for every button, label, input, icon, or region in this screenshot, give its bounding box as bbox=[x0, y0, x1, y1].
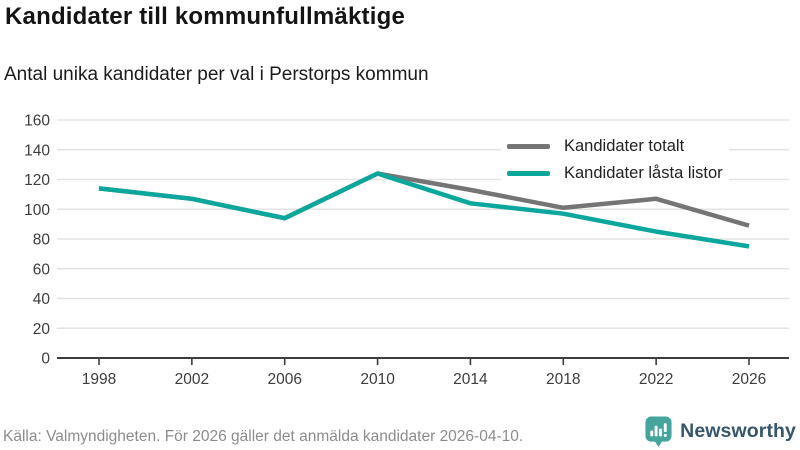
x-tick-label: 2002 bbox=[175, 371, 209, 388]
chart-subtitle: Antal unika kandidater per val i Perstor… bbox=[4, 64, 429, 85]
y-tick-label: 20 bbox=[33, 321, 51, 338]
x-tick-label: 2010 bbox=[360, 371, 395, 388]
newsworthy-bubble-chart-icon bbox=[645, 416, 672, 447]
x-tick-label: 1998 bbox=[82, 371, 116, 388]
line-chart-plot: 0 20 40 60 80 100 120 140 160 1998 2002 2006 2010 201… bbox=[24, 113, 789, 388]
y-tick-label: 100 bbox=[24, 202, 50, 219]
x-tick-label: 2006 bbox=[267, 371, 301, 388]
y-tick-label: 140 bbox=[24, 142, 50, 159]
legend-line-total-icon bbox=[507, 144, 550, 149]
y-tick-label: 160 bbox=[24, 113, 50, 130]
x-tick-label: 2018 bbox=[546, 371, 580, 388]
chart-legend: Kandidater totalt Kandidater låsta listo… bbox=[501, 132, 729, 189]
legend-label-locked: Kandidater låsta listor bbox=[564, 164, 723, 182]
y-tick-label: 120 bbox=[24, 172, 50, 189]
y-tick-label: 80 bbox=[33, 232, 51, 249]
series-line-1 bbox=[98, 171, 750, 249]
newsworthy-logo: Newsworthy bbox=[644, 414, 796, 448]
chart-title: Kandidater till kommunfullmäktige bbox=[5, 3, 405, 30]
legend-line-locked-icon bbox=[507, 171, 550, 176]
legend-label-total: Kandidater totalt bbox=[564, 137, 685, 155]
legend-item-locked: Kandidater låsta listor bbox=[507, 160, 723, 187]
legend-item-total: Kandidater totalt bbox=[507, 133, 723, 160]
y-tick-label: 60 bbox=[33, 261, 51, 278]
y-tick-label: 40 bbox=[33, 291, 51, 308]
x-tick-label: 2026 bbox=[732, 371, 766, 388]
y-tick-label: 0 bbox=[41, 351, 50, 368]
x-tick-label: 2022 bbox=[639, 371, 673, 388]
source-note: Källa: Valmyndigheten. För 2026 gäller d… bbox=[3, 428, 524, 445]
brand-name: Newsworthy bbox=[680, 419, 796, 442]
x-tick-label: 2014 bbox=[453, 371, 488, 388]
